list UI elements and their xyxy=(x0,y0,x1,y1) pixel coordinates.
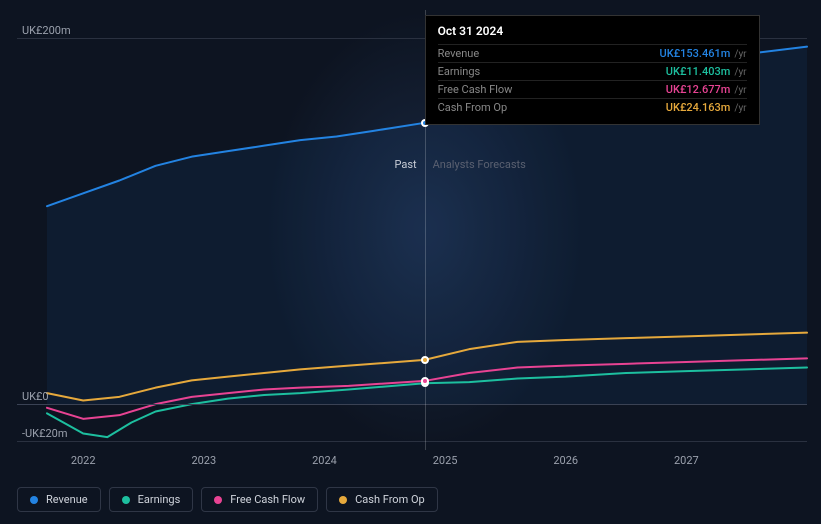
legend-dot xyxy=(30,496,38,504)
tooltip-row-label: Revenue xyxy=(438,47,480,60)
legend-item-fcf[interactable]: Free Cash Flow xyxy=(201,487,318,512)
x-axis-label: 2023 xyxy=(191,454,216,467)
tooltip-row: Cash From Op UK£24.163m/yr xyxy=(438,98,747,116)
legend-label: Earnings xyxy=(138,493,181,506)
chart-container: UK£200m UK£0 -UK£20m Past Analysts Forecasts… xyxy=(0,0,821,524)
legend-dot xyxy=(122,496,130,504)
hover-marker-cfo xyxy=(421,356,429,364)
y-axis-label: UK£200m xyxy=(22,24,71,37)
y-axis-label: -UK£20m xyxy=(22,427,67,440)
tooltip-row: Free Cash Flow UK£12.677m/yr xyxy=(438,80,747,98)
tooltip-row-value: UK£11.403m xyxy=(666,65,731,78)
tooltip-row: Earnings UK£11.403m/yr xyxy=(438,62,747,80)
x-axis-labels: 2022 2023 2024 2025 2026 2027 xyxy=(17,454,807,474)
forecast-label: Analysts Forecasts xyxy=(433,158,526,171)
legend-label: Revenue xyxy=(46,493,88,506)
x-axis-label: 2026 xyxy=(553,454,578,467)
tooltip-row-label: Cash From Op xyxy=(438,101,508,114)
x-axis-label: 2027 xyxy=(674,454,699,467)
tooltip-row-value: UK£24.163m xyxy=(666,101,731,114)
tooltip-row-unit: /yr xyxy=(734,103,746,114)
legend-label: Free Cash Flow xyxy=(230,493,305,506)
legend: Revenue Earnings Free Cash Flow Cash From O… xyxy=(17,487,438,512)
tooltip-row-value: UK£153.461m xyxy=(660,47,731,60)
hover-marker-fcf xyxy=(421,377,429,385)
y-gridline xyxy=(17,441,807,442)
tooltip-date: Oct 31 2024 xyxy=(438,24,747,44)
hover-tooltip: Oct 31 2024 RevenueUK£153.461m/yrEarning… xyxy=(425,15,760,125)
past-label: Past xyxy=(394,158,416,171)
x-axis-label: 2025 xyxy=(433,454,458,467)
legend-label: Cash From Op xyxy=(355,493,425,506)
tooltip-row: Revenue UK£153.461m/yr xyxy=(438,44,747,62)
tooltip-row-unit: /yr xyxy=(734,85,746,96)
y-gridline xyxy=(17,404,807,405)
legend-item-earnings[interactable]: Earnings xyxy=(109,487,194,512)
legend-dot xyxy=(339,496,347,504)
tooltip-row-value: UK£12.677m xyxy=(666,83,731,96)
legend-item-revenue[interactable]: Revenue xyxy=(17,487,101,512)
x-axis-label: 2024 xyxy=(312,454,337,467)
tooltip-row-unit: /yr xyxy=(734,67,746,78)
tooltip-row-label: Free Cash Flow xyxy=(438,83,513,96)
tooltip-row-label: Earnings xyxy=(438,65,481,78)
x-axis-label: 2022 xyxy=(71,454,96,467)
tooltip-row-unit: /yr xyxy=(734,49,746,60)
legend-dot xyxy=(214,496,222,504)
legend-item-cfo[interactable]: Cash From Op xyxy=(326,487,438,512)
y-axis-label: UK£0 xyxy=(22,390,49,403)
